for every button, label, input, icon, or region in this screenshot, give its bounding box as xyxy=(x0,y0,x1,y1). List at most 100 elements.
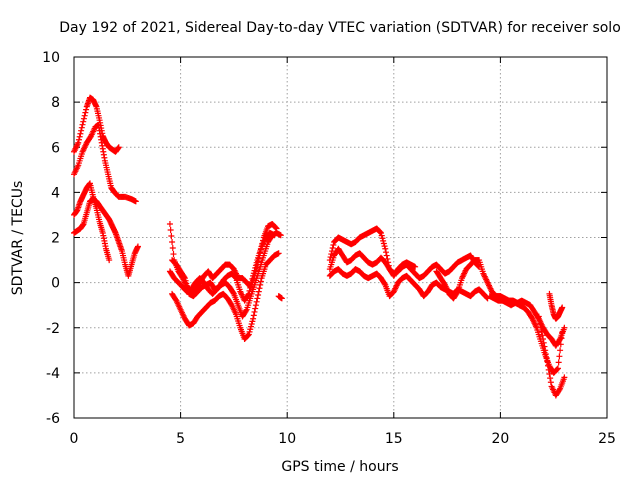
data-point xyxy=(561,324,568,331)
data-point xyxy=(558,335,565,342)
data-point xyxy=(246,328,253,335)
data-point xyxy=(251,267,258,274)
data-point xyxy=(250,315,257,322)
data-point xyxy=(132,198,139,205)
data-point xyxy=(561,374,568,381)
y-tick-label: -2 xyxy=(46,321,60,337)
data-point xyxy=(250,272,257,279)
data-point xyxy=(327,254,334,261)
data-point xyxy=(79,121,86,128)
data-point xyxy=(329,245,336,252)
data-point xyxy=(181,275,188,282)
series-track-11 xyxy=(326,245,483,282)
data-point xyxy=(541,343,548,350)
x-axis: 0 5 10 15 20 25 xyxy=(70,57,616,447)
data-point xyxy=(380,237,387,244)
data-point xyxy=(247,281,254,288)
data-point xyxy=(76,133,83,140)
data-point xyxy=(182,277,189,284)
data-point xyxy=(247,323,254,330)
data-point xyxy=(554,366,561,373)
data-point xyxy=(257,278,264,285)
data-point xyxy=(272,224,279,231)
data-point xyxy=(557,341,564,348)
data-point xyxy=(78,124,85,131)
series-track-3 xyxy=(71,180,113,264)
data-point xyxy=(75,136,82,143)
data-point xyxy=(250,312,257,319)
x-tick-label: 25 xyxy=(598,431,616,447)
data-point xyxy=(77,130,84,137)
data-point xyxy=(247,284,254,291)
data-point xyxy=(183,283,190,290)
data-point xyxy=(378,229,385,236)
data-point xyxy=(535,313,542,320)
data-point xyxy=(556,386,563,393)
y-tick-label: 8 xyxy=(51,95,60,111)
data-point xyxy=(252,302,259,309)
series-track-2 xyxy=(71,121,139,205)
data-point xyxy=(82,109,89,116)
data-point xyxy=(181,273,188,280)
series-track-4 xyxy=(71,196,141,279)
grid-lines xyxy=(74,57,607,418)
data-point xyxy=(383,252,390,259)
data-point xyxy=(245,292,252,299)
data-point xyxy=(537,324,544,331)
data-point xyxy=(169,239,176,246)
x-tick-label: 10 xyxy=(278,431,296,447)
data-point xyxy=(170,251,177,258)
data-point xyxy=(330,242,337,249)
data-point xyxy=(106,257,113,264)
data-point xyxy=(542,347,549,354)
data-point xyxy=(78,127,85,134)
data-point xyxy=(134,243,141,250)
x-tick-label: 15 xyxy=(385,431,403,447)
data-point xyxy=(540,339,547,346)
data-point xyxy=(545,362,552,369)
y-tick-label: 2 xyxy=(51,231,60,247)
data-point xyxy=(546,371,553,378)
data-point xyxy=(380,240,387,247)
data-point xyxy=(379,235,386,242)
x-tick-label: 20 xyxy=(491,431,509,447)
data-points xyxy=(71,94,568,399)
data-point xyxy=(252,305,259,312)
series-track-16 xyxy=(546,290,566,322)
data-point xyxy=(248,278,255,285)
data-point xyxy=(246,287,253,294)
data-point xyxy=(536,317,543,324)
data-point xyxy=(378,232,385,239)
series-track-9 xyxy=(275,293,285,302)
data-point xyxy=(381,243,388,250)
x-tick-label: 5 xyxy=(176,431,185,447)
data-point xyxy=(537,320,544,327)
data-point xyxy=(232,274,239,281)
chart-title: Day 192 of 2021, Sidereal Day-to-day VTE… xyxy=(59,20,621,36)
y-tick-label: 0 xyxy=(51,276,60,292)
x-axis-label: GPS time / hours xyxy=(281,459,398,475)
data-point xyxy=(540,336,547,343)
data-point xyxy=(81,112,88,119)
data-point xyxy=(382,249,389,256)
data-point xyxy=(80,115,87,122)
data-point xyxy=(249,275,256,282)
data-point xyxy=(166,220,173,227)
y-tick-label: -6 xyxy=(46,411,60,427)
data-point xyxy=(256,285,263,292)
data-point xyxy=(75,139,82,146)
data-point xyxy=(253,259,260,266)
data-point xyxy=(412,263,419,270)
data-point xyxy=(559,304,566,311)
x-tick-label: 0 xyxy=(70,431,79,447)
data-point xyxy=(545,366,552,373)
data-point xyxy=(230,289,237,296)
data-point xyxy=(245,290,252,297)
y-axis: -6 -4 -2 0 2 4 6 8 10 xyxy=(42,50,607,427)
y-tick-label: 6 xyxy=(51,140,60,156)
data-point xyxy=(547,379,554,386)
data-point xyxy=(247,326,254,333)
y-tick-label: 4 xyxy=(51,185,60,201)
data-point xyxy=(555,359,562,366)
data-point xyxy=(557,347,564,354)
